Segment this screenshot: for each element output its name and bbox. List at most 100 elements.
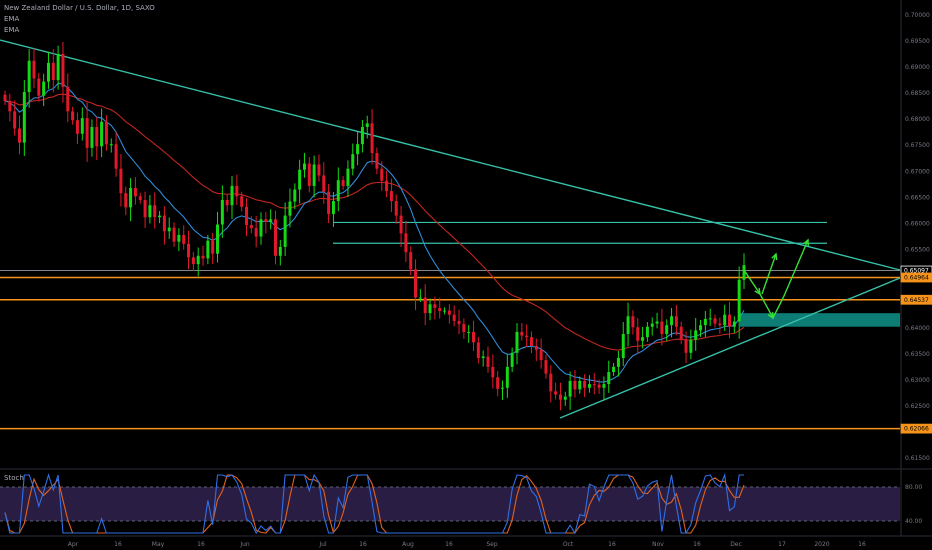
candle xyxy=(177,228,181,252)
symbol-title: New Zealand Dollar / U.S. Dollar, 1D, SA… xyxy=(4,4,155,12)
candle xyxy=(703,310,707,338)
candle xyxy=(404,220,408,263)
candle xyxy=(8,93,12,122)
candle xyxy=(573,370,577,398)
price-tag: 0.64537 xyxy=(900,294,932,305)
candle xyxy=(119,154,123,207)
candle xyxy=(95,117,99,161)
candle xyxy=(525,324,529,348)
stoch-level-label: 80.00 xyxy=(905,484,922,491)
candle xyxy=(674,305,678,336)
candle xyxy=(380,161,384,191)
price-tick-label: 0.69500 xyxy=(905,38,930,45)
candle xyxy=(568,371,572,410)
candle xyxy=(467,324,471,343)
candle xyxy=(554,382,558,400)
candle xyxy=(216,211,220,263)
candle xyxy=(641,326,645,349)
time-tick-label: 16 xyxy=(114,541,122,548)
candle xyxy=(443,307,447,315)
candle xyxy=(327,183,331,224)
candle xyxy=(317,154,321,182)
projection-arrowhead xyxy=(754,287,761,296)
time-tick-label: May xyxy=(152,541,165,548)
candle xyxy=(254,215,258,248)
candle xyxy=(273,210,277,265)
candle xyxy=(583,374,587,398)
projection-arrowhead xyxy=(803,238,809,247)
candle xyxy=(409,246,413,276)
price-tick-label: 0.63000 xyxy=(905,377,930,384)
price-tag: 0.64964 xyxy=(900,272,932,283)
candle xyxy=(32,48,36,89)
candle xyxy=(520,323,524,341)
candle xyxy=(418,289,422,302)
candle xyxy=(201,245,205,266)
candle xyxy=(264,211,268,234)
svg-text:0.64537: 0.64537 xyxy=(904,297,929,304)
time-tick-label: 16 xyxy=(693,541,701,548)
candle xyxy=(438,297,442,319)
time-tick-label: Jul xyxy=(318,541,327,548)
candle xyxy=(699,319,703,337)
price-tick-label: 0.63500 xyxy=(905,351,930,358)
candle xyxy=(539,338,543,369)
price-tick-label: 0.67000 xyxy=(905,168,930,175)
candle xyxy=(42,73,46,107)
candle xyxy=(133,177,137,205)
price-tick-label: 0.67500 xyxy=(905,142,930,149)
time-tick-label: 2020 xyxy=(814,541,829,548)
candle xyxy=(307,156,311,193)
candle xyxy=(46,51,50,89)
candle xyxy=(394,194,398,224)
candle xyxy=(587,375,591,393)
candle xyxy=(481,350,485,367)
candle xyxy=(90,119,94,157)
time-tick-label: 17 xyxy=(778,541,786,548)
candle xyxy=(341,176,345,190)
svg-text:0.65097: 0.65097 xyxy=(904,268,929,275)
ema-legend-1[interactable]: EMA xyxy=(4,15,20,23)
candle xyxy=(737,266,741,339)
candle xyxy=(269,209,273,230)
candle xyxy=(370,109,374,165)
candle xyxy=(718,317,722,334)
candle xyxy=(510,347,514,373)
candle xyxy=(602,376,606,400)
price-tick-label: 0.68500 xyxy=(905,90,930,97)
candle xyxy=(626,302,630,347)
candle xyxy=(486,346,490,373)
projection-arrowhead xyxy=(767,311,774,320)
candle xyxy=(235,174,239,205)
time-tick-label: 16 xyxy=(858,541,866,548)
candle xyxy=(153,192,157,229)
time-tick-label: Aug xyxy=(402,541,414,548)
candle xyxy=(713,314,717,328)
candle xyxy=(158,210,162,224)
candle xyxy=(670,307,674,338)
candle xyxy=(375,147,379,175)
ema-legend-2[interactable]: EMA xyxy=(4,26,20,34)
time-tick-label: 16 xyxy=(445,541,453,548)
candle xyxy=(399,205,403,247)
candle xyxy=(433,296,437,320)
candle xyxy=(389,178,393,213)
candle xyxy=(138,192,142,204)
descending-trendline xyxy=(0,39,901,271)
price-tick-label: 0.62500 xyxy=(905,403,930,410)
candle xyxy=(636,318,640,354)
candle xyxy=(162,206,166,245)
candle xyxy=(211,232,215,265)
candle xyxy=(360,119,364,153)
candle xyxy=(143,191,147,229)
candle xyxy=(365,115,369,139)
candle xyxy=(650,317,654,336)
candle xyxy=(196,247,200,277)
stoch-legend[interactable]: Stoch xyxy=(4,474,24,482)
candle xyxy=(457,309,461,335)
candle xyxy=(302,152,306,178)
candle xyxy=(616,350,620,377)
candle xyxy=(259,212,263,245)
candle xyxy=(423,284,427,326)
